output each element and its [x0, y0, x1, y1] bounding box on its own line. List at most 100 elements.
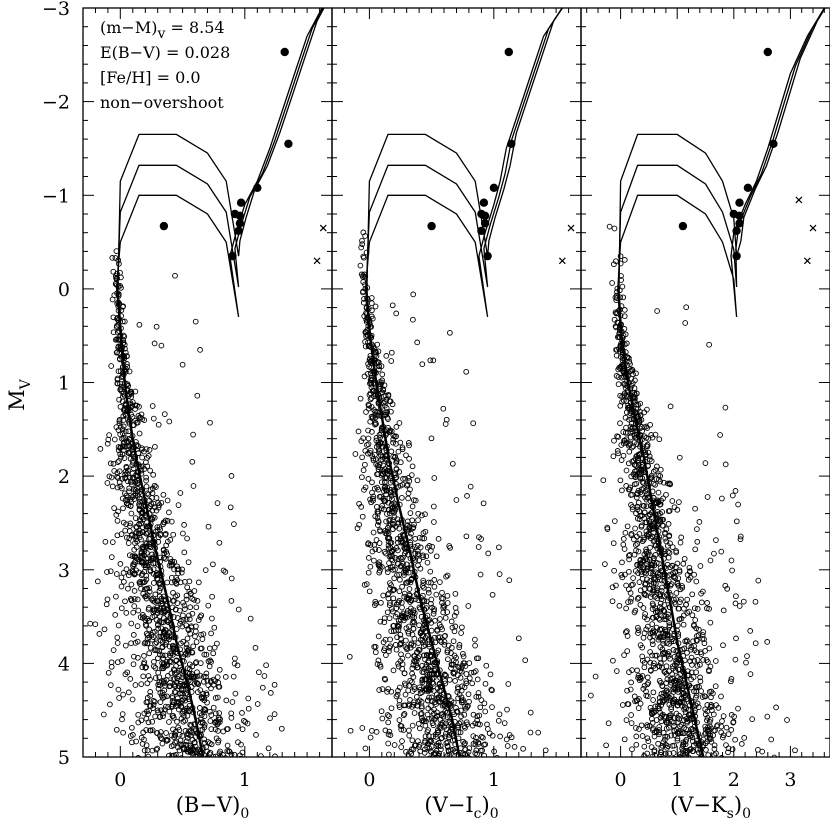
field-star [689, 773, 694, 778]
field-star [385, 767, 390, 772]
field-star [725, 731, 732, 737]
field-star [373, 461, 380, 468]
field-star [178, 755, 185, 757]
field-star [457, 668, 463, 674]
field-star [409, 619, 416, 626]
field-star [443, 769, 448, 774]
field-star [425, 732, 432, 739]
field-star [641, 433, 648, 440]
field-star [167, 658, 174, 664]
field-star [207, 419, 213, 426]
annotation-model: non−overshoot [100, 93, 224, 112]
field-star [116, 468, 123, 475]
field-star [396, 684, 403, 691]
field-star [398, 539, 405, 546]
field-star [424, 758, 429, 763]
field-star [418, 628, 425, 635]
field-star [158, 342, 165, 349]
field-star [139, 741, 146, 747]
field-star [682, 741, 689, 747]
field-star [174, 577, 181, 583]
field-star [410, 607, 417, 614]
field-star [87, 620, 94, 627]
field-star [416, 622, 422, 629]
field-star [216, 683, 223, 690]
field-star [677, 698, 684, 705]
field-star [228, 715, 235, 721]
field-star [664, 480, 671, 487]
field-star [699, 763, 704, 768]
field-star [416, 647, 423, 653]
field-star [467, 483, 474, 490]
isochrone-3 [117, 8, 325, 757]
field-star [199, 764, 204, 769]
field-star [690, 765, 695, 770]
field-star [172, 683, 179, 690]
field-star [630, 581, 636, 588]
field-star [365, 361, 371, 367]
field-star [680, 560, 687, 567]
field-star [424, 759, 429, 764]
field-star [675, 681, 681, 688]
field-star [643, 692, 650, 699]
field-star [407, 677, 414, 684]
field-star [649, 533, 656, 540]
field-star [686, 730, 693, 737]
field-star [715, 770, 720, 775]
field-star [461, 684, 468, 691]
field-star [643, 773, 648, 778]
field-star [128, 394, 135, 400]
field-star [522, 657, 529, 664]
field-star [661, 773, 666, 778]
field-star [395, 627, 402, 633]
field-star [117, 380, 123, 387]
field-star [430, 759, 435, 764]
field-star [385, 731, 392, 738]
field-star [388, 408, 394, 415]
field-star [141, 747, 148, 754]
field-star [684, 760, 689, 765]
field-star [435, 729, 442, 736]
field-star [381, 382, 388, 389]
field-star [132, 388, 139, 395]
field-star [738, 741, 745, 747]
field-star [178, 742, 185, 749]
field-star [692, 684, 699, 691]
field-star [637, 556, 644, 563]
field-star [163, 730, 169, 736]
field-star [205, 523, 212, 530]
field-star [682, 738, 689, 745]
field-star [362, 461, 368, 468]
field-star [241, 717, 247, 724]
field-star [671, 732, 678, 738]
field-star [656, 560, 662, 567]
field-star [673, 756, 678, 757]
field-star [426, 716, 432, 722]
field-star [717, 432, 723, 438]
field-star [388, 688, 395, 695]
field-star [670, 700, 677, 707]
field-star [393, 466, 400, 473]
field-star [367, 542, 374, 548]
isochrone-2 [617, 8, 826, 757]
field-star [717, 763, 722, 768]
field-star [160, 491, 167, 498]
field-star [696, 684, 702, 690]
field-star [416, 534, 423, 541]
field-star [729, 492, 736, 499]
field-star [141, 659, 148, 666]
field-star [170, 652, 176, 658]
field-star [263, 662, 269, 669]
field-star [147, 703, 153, 709]
field-star [199, 767, 204, 772]
y-ticks [332, 7, 581, 758]
field-star [427, 568, 434, 575]
field-star [673, 590, 680, 596]
field-star [133, 764, 138, 769]
field-star [495, 717, 502, 724]
field-star [484, 763, 489, 768]
field-star [419, 677, 426, 684]
field-star [357, 262, 364, 269]
field-star [367, 496, 373, 503]
field-star [165, 765, 170, 770]
